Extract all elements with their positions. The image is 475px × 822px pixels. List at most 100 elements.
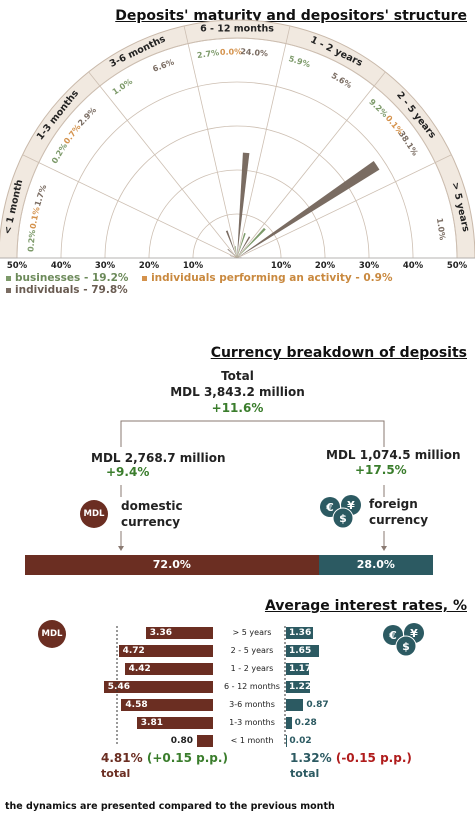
total-label: Total xyxy=(221,369,254,383)
domestic-amount: MDL 2,768.7 million xyxy=(91,451,226,465)
value-label: 1.7% xyxy=(33,184,48,208)
sector-divider xyxy=(236,25,291,259)
svg-text:$: $ xyxy=(339,512,347,525)
radial-bar xyxy=(237,160,380,258)
legend-swatch xyxy=(142,275,148,281)
grid-ring xyxy=(16,37,458,259)
axis-tick-label: 20% xyxy=(139,261,160,270)
currency-connector-lines xyxy=(118,420,387,551)
rates-dotted-axes xyxy=(116,626,286,744)
axis-tick-label: 40% xyxy=(403,261,424,270)
fx-total-label: total xyxy=(290,767,320,780)
svg-text:€: € xyxy=(325,501,334,514)
foreign-currency-icon: € ¥ $ xyxy=(383,623,424,657)
radial-bars xyxy=(225,152,380,258)
value-label: 38.1% xyxy=(397,129,420,157)
domestic-change: +9.4% xyxy=(106,465,150,479)
grid-ring xyxy=(104,125,370,259)
sector-divider xyxy=(88,71,238,259)
fx-total-value: 1.32% xyxy=(290,751,332,765)
radial-bar xyxy=(227,248,237,258)
share-segment: 72.0% xyxy=(25,555,319,575)
legend-item-individuals-activity: individuals performing an activity - 0.9… xyxy=(142,272,392,284)
foreign-change: +17.5% xyxy=(355,463,407,477)
rates-title: Average interest rates, % xyxy=(264,598,467,614)
share-segment: 28.0% xyxy=(318,555,433,575)
value-label: 2.9% xyxy=(76,105,98,127)
legend-label: individuals - 79.8% xyxy=(15,284,128,296)
legend-label: individuals performing an activity - 0.9… xyxy=(151,272,393,284)
currency-share-bar: 72.0% 28.0% xyxy=(25,555,433,575)
radial-bar xyxy=(237,236,251,258)
mdl-total-value: 4.81% xyxy=(101,751,143,765)
radial-bar xyxy=(237,227,266,258)
mdl-total-rate: 4.81% (+0.15 p.p.) xyxy=(101,751,228,765)
mdl-icon: MDL xyxy=(38,620,66,648)
total-amount: MDL 3,843.2 million xyxy=(170,385,305,399)
axis-tick-label: 30% xyxy=(95,261,116,270)
value-label: 0.7% xyxy=(62,123,83,146)
axis-tick-label: 10% xyxy=(271,261,292,270)
value-label: 0.2% xyxy=(50,142,69,166)
legend-item-businesses: businesses - 19.2% xyxy=(6,272,128,284)
fx-total-change: (-0.15 p.p.) xyxy=(335,751,412,765)
radial-bar xyxy=(234,254,237,258)
axis-tick-label: 50% xyxy=(7,261,28,270)
svg-text:¥: ¥ xyxy=(410,627,418,640)
sector-divider xyxy=(183,25,238,259)
svg-text:€: € xyxy=(388,629,397,642)
category-label: 6 - 12 months xyxy=(200,24,274,35)
axis-tick-label: 20% xyxy=(315,261,336,270)
radial-bar xyxy=(237,152,250,258)
currency-total: Total MDL 3,843.2 million +11.6% xyxy=(0,368,475,416)
grid-ring xyxy=(148,169,326,259)
sector-divider xyxy=(236,154,452,259)
value-label: 1.0% xyxy=(111,77,134,97)
radial-bar xyxy=(225,230,237,258)
mdl-total-change: (+0.15 p.p.) xyxy=(146,751,228,765)
axis-tick-label: 50% xyxy=(447,261,468,270)
value-label: 0.1% xyxy=(28,206,41,230)
value-label: 9.2% xyxy=(367,97,389,119)
fx-total-rate: 1.32% (-0.15 p.p.) xyxy=(290,751,412,765)
value-label: 0.2% xyxy=(26,229,37,252)
foreign-amount: MDL 1,074.5 million xyxy=(326,448,461,462)
mdl-icon: MDL xyxy=(80,500,108,528)
axis-tick-label: 30% xyxy=(359,261,380,270)
radial-bar xyxy=(229,255,237,258)
sector-divider xyxy=(22,154,238,259)
value-label: 0.0% xyxy=(220,47,242,57)
footnote: the dynamics are presented compared to t… xyxy=(5,801,335,812)
mdl-total-label: total xyxy=(101,767,131,780)
radial-bar xyxy=(237,257,242,258)
value-label: 24.0% xyxy=(240,47,268,58)
svg-text:¥: ¥ xyxy=(347,499,355,512)
axis-tick-label: 40% xyxy=(51,261,72,270)
legend-swatch xyxy=(6,275,11,281)
legend-label: businesses - 19.2% xyxy=(15,272,129,284)
domestic-label: domestic currency xyxy=(121,499,183,529)
value-label: 6.6% xyxy=(151,57,175,73)
grid-ring xyxy=(192,213,282,259)
grid-ring xyxy=(60,81,414,259)
foreign-currency-icon: € ¥ $ xyxy=(320,495,361,529)
sector-divider xyxy=(236,71,386,259)
axis-tick-label: 10% xyxy=(183,261,204,270)
maturity-legend: businesses - 19.2% individuals performin… xyxy=(6,272,475,296)
radial-bar xyxy=(234,256,237,258)
value-label: 5.6% xyxy=(330,71,354,90)
legend-item-individuals: individuals - 79.8% xyxy=(6,284,128,296)
value-label: 5.9% xyxy=(287,54,311,69)
maturity-title: Deposits' maturity and depositors' struc… xyxy=(115,8,467,24)
svg-text:$: $ xyxy=(402,640,410,653)
total-change: +11.6% xyxy=(211,401,264,415)
radial-bar xyxy=(237,233,246,258)
legend-swatch xyxy=(6,287,11,293)
value-label: 2.7% xyxy=(196,48,219,60)
radial-bar xyxy=(235,246,237,258)
currency-title: Currency breakdown of deposits xyxy=(210,345,467,361)
foreign-label: foreign currency xyxy=(369,497,429,527)
value-label: 1.0% xyxy=(435,217,447,240)
